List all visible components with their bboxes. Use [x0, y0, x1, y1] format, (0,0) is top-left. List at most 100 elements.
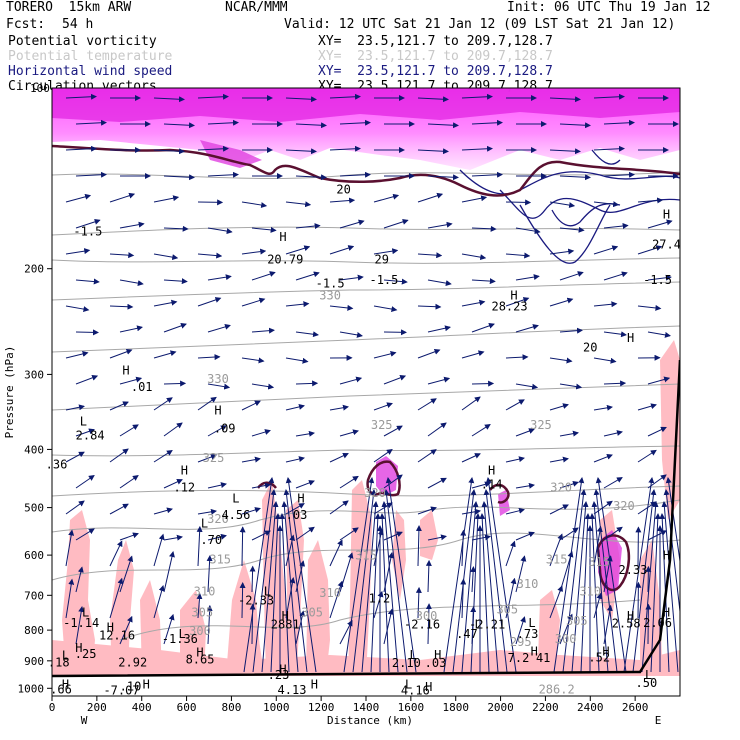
circulation-vector — [153, 585, 165, 619]
circulation-vector — [637, 197, 664, 204]
circulation-vector — [153, 253, 179, 261]
theta-label: 305 — [496, 602, 518, 616]
circulation-vector — [65, 193, 92, 203]
circulation-vector — [417, 398, 437, 411]
circulation-vector — [241, 201, 268, 208]
pv-label: 20.79 — [267, 252, 303, 266]
theta-label: 300 — [416, 609, 438, 623]
pv-label: 2.06 — [643, 616, 672, 630]
circulation-vector — [471, 322, 495, 333]
circulation-vector — [197, 297, 222, 307]
valid-time: Valid: 12 UTC Sat 21 Jan 12 (09 LST Sat … — [284, 17, 676, 32]
circulation-vector — [647, 219, 673, 229]
circulation-vector — [427, 279, 452, 287]
circulation-vector — [163, 534, 183, 541]
high-marker: H — [297, 491, 304, 505]
pv-label: 28.23 — [491, 300, 527, 314]
circulation-vector — [381, 501, 399, 673]
circulation-vector — [109, 348, 133, 359]
pv-label: 4.16 — [401, 684, 430, 698]
pv-label: .14 — [481, 478, 503, 492]
circulation-vector — [580, 513, 591, 673]
x-tick-label: 400 — [132, 701, 152, 714]
high-marker: H — [62, 677, 69, 691]
pv-label: .70 — [200, 533, 222, 547]
circulation-vector — [65, 305, 90, 313]
circulation-vector — [505, 507, 525, 515]
pv-label: 27.4 — [652, 237, 681, 251]
pv-label: .73 — [517, 627, 539, 641]
circulation-vector — [239, 526, 246, 567]
pv-label: 20 — [336, 183, 350, 197]
theta-label: 320 — [364, 486, 386, 500]
circulation-vector — [65, 248, 91, 255]
circulation-vector — [109, 540, 123, 567]
circulation-vector — [295, 122, 327, 129]
pv-label: .03 — [286, 508, 308, 522]
circulation-vector — [295, 526, 315, 541]
circulation-vector — [206, 555, 213, 593]
circulation-vector — [65, 404, 85, 411]
y-tick-label: 1000 — [18, 682, 45, 695]
circulation-vector — [379, 513, 390, 673]
circulation-vector — [241, 248, 267, 255]
pv-label: .52 — [588, 650, 610, 664]
high-marker: H — [196, 645, 203, 659]
model-title: TORERO 15km ARW — [6, 0, 132, 15]
circulation-vector — [483, 489, 508, 673]
circulation-vector — [241, 297, 266, 307]
circulation-vector — [383, 278, 408, 285]
circulation-vector — [75, 475, 95, 489]
field-labels: 330 330 325 325 325 320 320 320 320 315 315 315 315 3… — [46, 183, 681, 698]
circulation-vector — [339, 119, 371, 126]
circulation-vector — [505, 297, 530, 307]
theta-label: 315 — [588, 555, 610, 569]
circulation-vector — [197, 93, 229, 100]
high-marker: H — [663, 606, 670, 620]
circulation-vector — [383, 489, 408, 673]
x-tick-label: 2200 — [532, 701, 559, 714]
circulation-vector — [207, 119, 239, 126]
circulation-vector — [197, 396, 217, 411]
circulation-vector — [75, 374, 99, 385]
circulation-vector — [593, 301, 618, 308]
high-marker: H — [663, 548, 670, 562]
circulation-vector — [417, 303, 442, 310]
y-tick-label: 600 — [24, 549, 44, 562]
circulation-vector — [515, 274, 540, 281]
theta-label: 315 — [355, 548, 377, 562]
circulation-vector — [481, 501, 499, 673]
circulation-vector — [471, 380, 495, 387]
pv-label: -2.33 — [238, 593, 274, 607]
circulation-vector — [383, 474, 403, 489]
high-marker: H — [279, 663, 286, 677]
circulation-vector — [243, 477, 275, 673]
pv-label: 8.65 — [186, 653, 215, 667]
circulation-vector — [75, 528, 95, 541]
pv-label: -1.5 — [369, 273, 398, 287]
circulation-vector — [515, 227, 541, 235]
circulation-vector — [75, 278, 100, 285]
circulation-vector — [470, 513, 481, 673]
theta-label: 330 — [319, 288, 341, 302]
pv-label: -1.36 — [162, 632, 198, 646]
pv-label: 4.13 — [278, 683, 307, 697]
circulation-vector — [285, 245, 311, 255]
circulation-vector — [119, 555, 134, 593]
circulation-vector — [285, 577, 296, 619]
circulation-vector — [417, 96, 449, 103]
circulation-vector — [295, 430, 315, 437]
pv-label: .12 — [173, 480, 195, 494]
circulation-vector — [119, 325, 143, 333]
circulation-vector — [207, 383, 231, 390]
y-axis-label: Pressure (hPa) — [3, 346, 16, 439]
circulation-vector — [270, 513, 281, 673]
circulation-vector — [207, 274, 232, 281]
circulation-vector — [153, 195, 180, 203]
circulation-vector — [559, 613, 573, 645]
circulation-vector — [549, 456, 569, 463]
circulation-vector — [295, 223, 321, 230]
pv-label: -1.5 — [643, 273, 672, 287]
circulation-vector — [109, 303, 134, 310]
pv-label: -1.5 — [316, 277, 345, 291]
